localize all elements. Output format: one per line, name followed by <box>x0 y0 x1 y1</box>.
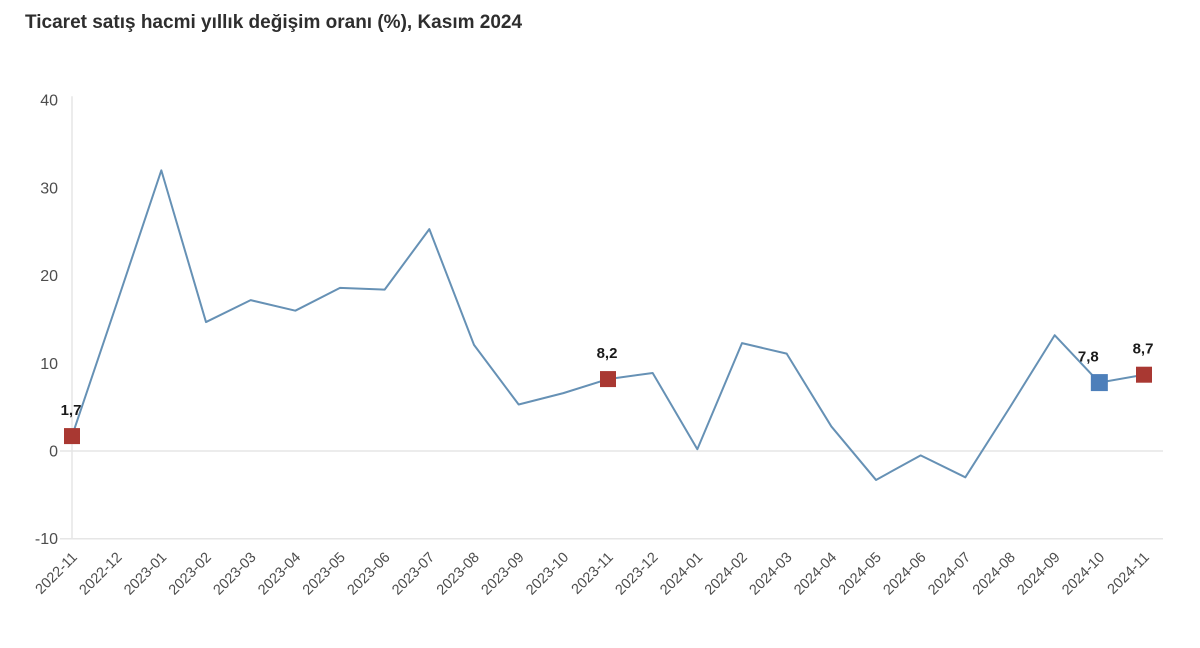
x-tick-label: 2023-03 <box>211 550 260 599</box>
x-tick-label: 2024-01 <box>657 550 706 599</box>
highlight-value-label: 8,2 <box>597 345 618 362</box>
y-tick-label: 40 <box>40 93 58 110</box>
x-tick-label: 2024-07 <box>925 550 974 599</box>
x-tick-label: 2023-09 <box>479 550 528 599</box>
x-tick-label: 2024-11 <box>1105 550 1153 598</box>
y-tick-label: -10 <box>35 531 58 548</box>
x-tick-label: 2023-05 <box>300 550 349 599</box>
highlight-marker <box>1136 366 1152 383</box>
x-tick-label: 2023-11 <box>569 550 617 598</box>
x-tick-label: 2023-02 <box>166 550 215 599</box>
x-tick-label: 2023-08 <box>434 550 483 599</box>
y-tick-label: 20 <box>40 268 58 285</box>
highlight-value-label: 7,8 <box>1078 349 1099 366</box>
y-tick-label: 30 <box>40 180 58 197</box>
x-tick-label: 2023-01 <box>121 550 170 599</box>
x-tick-label: 2023-07 <box>389 550 438 599</box>
highlight-marker <box>600 371 616 388</box>
x-tick-label: 2024-04 <box>791 550 840 599</box>
y-tick-label: 0 <box>49 444 58 461</box>
x-tick-label: 2024-08 <box>970 550 1019 599</box>
highlight-value-label: 8,7 <box>1133 341 1154 358</box>
highlight-marker <box>1090 374 1108 392</box>
x-tick-label: 2024-05 <box>836 550 885 599</box>
highlight-value-label: 1,7 <box>61 402 82 419</box>
highlight-marker <box>64 428 80 445</box>
x-tick-label: 2022-12 <box>77 550 126 599</box>
y-tick-label: 10 <box>40 356 58 373</box>
x-tick-label: 2024-09 <box>1015 550 1064 599</box>
x-tick-label: 2024-02 <box>702 550 751 599</box>
x-tick-label: 2024-10 <box>1059 550 1108 599</box>
x-tick-label: 2023-06 <box>345 550 394 599</box>
x-tick-label: 2023-10 <box>523 550 572 599</box>
x-tick-label: 2023-12 <box>613 550 662 599</box>
trend-line <box>71 169 1145 481</box>
x-tick-label: 2023-04 <box>255 550 304 599</box>
x-tick-label: 2024-03 <box>747 550 796 599</box>
x-tick-label: 2022-11 <box>33 550 81 598</box>
x-tick-label: 2024-06 <box>881 550 930 599</box>
chart-title: Ticaret satış hacmi yıllık değişim oranı… <box>25 12 523 33</box>
